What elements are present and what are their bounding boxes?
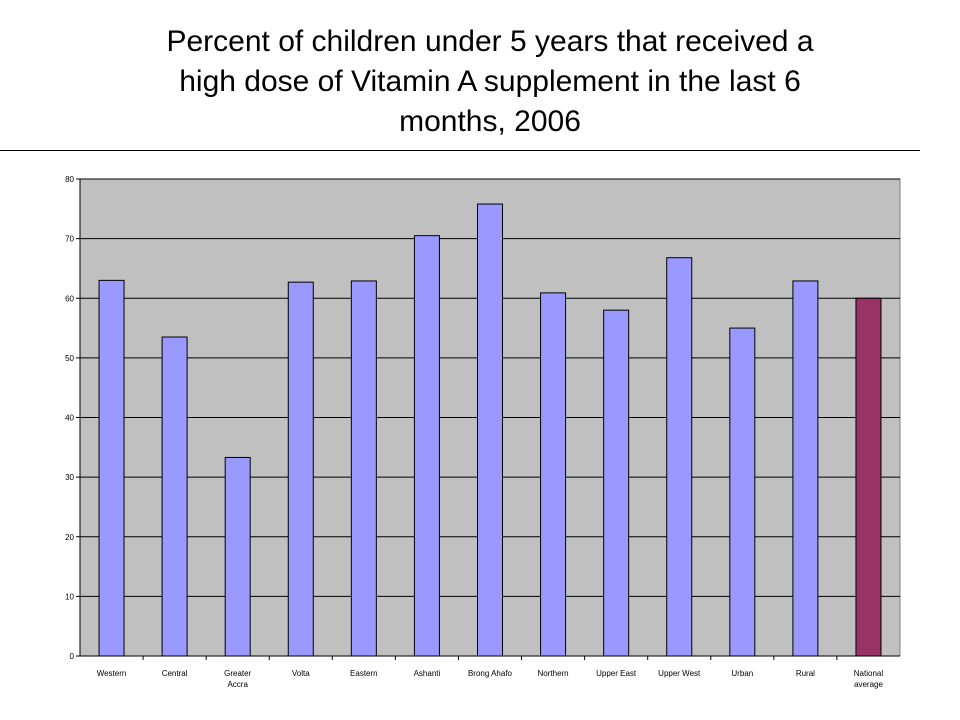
bar — [855, 297, 882, 657]
bar — [98, 279, 125, 657]
y-tick-label: 80 — [65, 175, 74, 184]
x-tick-label: Western — [97, 669, 127, 678]
x-tick-label: Urban — [731, 669, 753, 678]
x-tick-label: Brong Ahafo — [468, 669, 513, 678]
x-tick-label: Upper West — [658, 669, 701, 678]
bar — [603, 309, 630, 657]
x-tick-label: Greater Accra — [224, 669, 251, 689]
y-tick-label: 30 — [65, 473, 74, 482]
x-tick-label: Eastern — [350, 669, 378, 678]
bar — [666, 257, 693, 657]
y-tick-label: 10 — [65, 592, 74, 601]
bars — [98, 203, 882, 657]
y-tick-label: 70 — [65, 235, 74, 244]
bar — [224, 456, 251, 657]
bar — [729, 327, 756, 657]
axes — [76, 178, 900, 660]
y-tick-label: 20 — [65, 533, 74, 542]
x-tick-label: Ashanti — [414, 669, 441, 678]
y-tick-label: 40 — [65, 414, 74, 423]
bar — [350, 280, 377, 657]
x-tick-label: Central — [162, 669, 188, 678]
labels: 0 10 20 30 40 50 60 70 80 Western Central Greater Ac… — [65, 175, 883, 689]
chart-title: Percent of children under 5 years that r… — [166, 25, 814, 138]
title-divider — [0, 150, 920, 151]
x-tick-label: Northern — [538, 669, 569, 678]
y-tick-label: 0 — [70, 652, 75, 661]
bar — [413, 235, 440, 657]
bar — [792, 280, 819, 657]
x-tick-label: National average — [854, 669, 884, 689]
x-tick-label: Rural — [796, 669, 815, 678]
x-tick-label: Upper East — [596, 669, 637, 678]
bar — [540, 292, 567, 657]
bar — [161, 336, 188, 657]
bar — [287, 281, 314, 657]
y-tick-label: 50 — [65, 354, 74, 363]
x-tick-label: Volta — [292, 669, 310, 678]
bar — [477, 203, 503, 657]
y-tick-label: 60 — [65, 294, 74, 303]
